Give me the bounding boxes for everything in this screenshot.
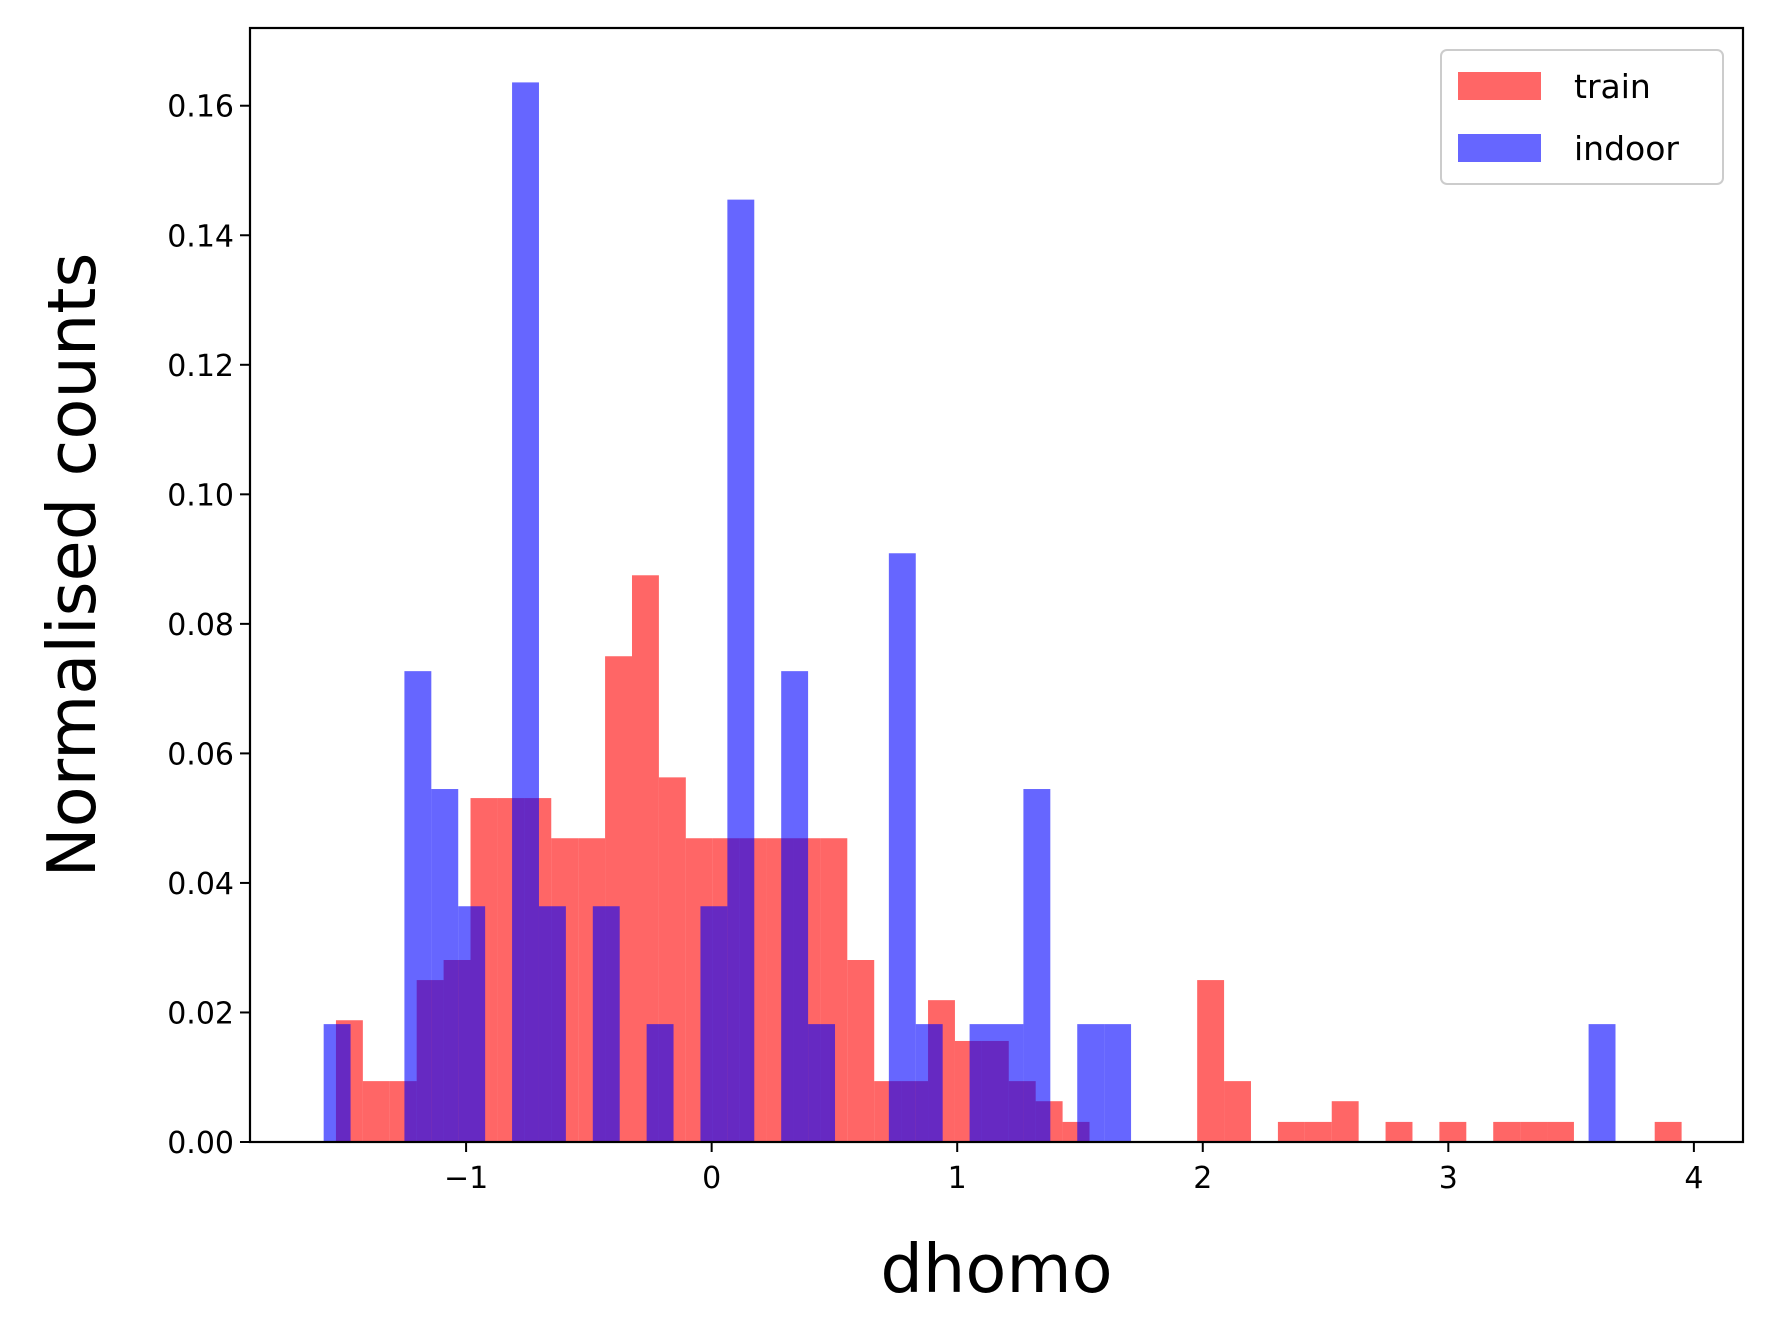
legend: train indoor: [1440, 49, 1724, 185]
y-axis-title: Normalised counts: [33, 253, 111, 878]
x-tick-label: −1: [444, 1161, 488, 1196]
legend-label-train: train: [1574, 67, 1651, 106]
x-tick-label: 2: [1193, 1161, 1212, 1196]
bar-indoor-8: [538, 906, 566, 1142]
bar-indoor-17: [781, 671, 809, 1142]
x-tick-label: 3: [1439, 1161, 1458, 1196]
bar-train-44: [1520, 1121, 1548, 1142]
y-tick-label: 0.14: [167, 219, 234, 254]
bar-train-32: [1197, 980, 1225, 1142]
bar-indoor-15: [727, 199, 755, 1142]
bar-indoor-12: [646, 1024, 674, 1142]
bar-indoor-28: [1077, 1024, 1105, 1142]
y-axis-ticks: 0.00 0.02 0.04 0.06 0.08 0.10 0.12 0.14 0.16: [167, 90, 250, 1161]
bar-train-41: [1439, 1121, 1467, 1142]
x-tick-label: 0: [702, 1161, 721, 1196]
plot-frame: [248, 26, 1745, 1144]
bar-train-43: [1493, 1121, 1521, 1142]
y-tick-label: 0.06: [167, 737, 234, 772]
y-tick-label: 0.16: [167, 90, 234, 125]
bar-train-33: [1224, 1081, 1251, 1142]
bar-indoor-47: [1588, 1024, 1616, 1142]
bar-indoor-24: [969, 1024, 997, 1142]
legend-swatch-indoor: [1458, 134, 1541, 162]
bar-train-36: [1304, 1121, 1332, 1142]
x-tick-label: 4: [1684, 1161, 1703, 1196]
bar-indoor-4: [431, 789, 459, 1142]
bar-indoor-7: [512, 82, 539, 1142]
y-tick-label: 0.04: [167, 867, 234, 902]
bar-indoor-18: [808, 1024, 836, 1142]
bar-indoor-10: [592, 906, 620, 1142]
bar-train-1: [362, 1081, 390, 1142]
bar-indoor-3: [404, 671, 432, 1142]
bar-train-39: [1385, 1121, 1413, 1142]
bar-indoor-14: [700, 906, 728, 1142]
legend-label-indoor: indoor: [1574, 129, 1679, 168]
bar-indoor-5: [458, 906, 486, 1142]
y-tick-label: 0.00: [167, 1126, 234, 1161]
bar-indoor-29: [1104, 1024, 1132, 1142]
bars-layer: [323, 82, 1682, 1142]
legend-swatch-train: [1458, 72, 1541, 100]
bar-indoor-25: [996, 1024, 1024, 1142]
x-axis-ticks: −1 0 1 2 3 4: [444, 1142, 1703, 1196]
bar-train-37: [1331, 1101, 1359, 1142]
y-tick-label: 0.08: [167, 608, 234, 643]
bar-train-45: [1547, 1121, 1574, 1142]
series-indoor: [323, 82, 1616, 1142]
bar-train-19: [847, 960, 875, 1142]
y-tick-label: 0.02: [167, 996, 234, 1031]
x-tick-label: 1: [948, 1161, 967, 1196]
x-axis-title: dhomo: [880, 1230, 1112, 1308]
bar-indoor-22: [915, 1024, 943, 1142]
y-tick-label: 0.10: [167, 478, 234, 513]
bar-indoor-0: [323, 1024, 351, 1142]
bar-indoor-21: [888, 553, 916, 1142]
bar-train-49: [1654, 1121, 1682, 1142]
bar-train-35: [1277, 1121, 1305, 1142]
bar-indoor-26: [1023, 789, 1051, 1142]
y-tick-label: 0.12: [167, 349, 234, 384]
